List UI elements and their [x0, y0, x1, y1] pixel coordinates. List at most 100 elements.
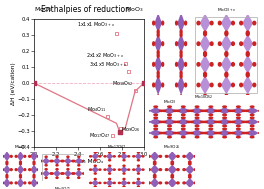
Y-axis label: ΔH (eV/cation): ΔH (eV/cation)	[11, 62, 16, 105]
Circle shape	[246, 94, 249, 98]
Circle shape	[228, 121, 232, 122]
Circle shape	[225, 31, 228, 34]
Circle shape	[201, 132, 204, 134]
Circle shape	[182, 128, 185, 129]
Text: MoO$_3$: MoO$_3$	[125, 5, 144, 14]
Circle shape	[250, 117, 254, 119]
Point	[123, 62, 127, 65]
Circle shape	[223, 106, 226, 107]
Polygon shape	[177, 13, 185, 33]
Polygon shape	[149, 118, 163, 125]
Circle shape	[118, 182, 120, 184]
Point	[32, 82, 36, 85]
Circle shape	[154, 106, 158, 107]
Polygon shape	[3, 165, 11, 175]
Text: Mo$_{18}$O$_{52}$: Mo$_{18}$O$_{52}$	[112, 79, 134, 88]
Polygon shape	[53, 170, 61, 177]
Polygon shape	[168, 165, 177, 175]
Circle shape	[2, 182, 3, 184]
Polygon shape	[75, 157, 83, 165]
Circle shape	[33, 188, 35, 189]
Circle shape	[109, 160, 111, 161]
Circle shape	[51, 173, 53, 174]
Circle shape	[123, 165, 125, 166]
Circle shape	[15, 155, 17, 157]
Circle shape	[209, 106, 213, 107]
Circle shape	[33, 174, 35, 176]
Polygon shape	[218, 129, 232, 137]
Circle shape	[173, 132, 177, 134]
Polygon shape	[232, 118, 245, 125]
Circle shape	[2, 169, 3, 170]
Circle shape	[223, 136, 226, 138]
Circle shape	[187, 132, 190, 134]
Circle shape	[157, 9, 159, 13]
Polygon shape	[204, 107, 218, 114]
Circle shape	[223, 125, 226, 127]
Polygon shape	[200, 14, 210, 33]
Polygon shape	[190, 129, 204, 137]
Circle shape	[225, 10, 228, 14]
Polygon shape	[106, 166, 114, 173]
Circle shape	[20, 188, 21, 189]
Polygon shape	[149, 129, 163, 137]
Circle shape	[168, 125, 171, 127]
Circle shape	[225, 74, 228, 77]
Circle shape	[240, 83, 243, 87]
Circle shape	[177, 155, 179, 157]
Circle shape	[209, 114, 213, 115]
Circle shape	[99, 182, 101, 184]
Circle shape	[214, 121, 218, 122]
Circle shape	[99, 169, 101, 170]
Circle shape	[154, 114, 158, 115]
Circle shape	[145, 110, 149, 112]
Circle shape	[204, 52, 206, 55]
Circle shape	[6, 150, 8, 151]
Circle shape	[195, 117, 199, 119]
Circle shape	[113, 169, 115, 170]
Circle shape	[225, 52, 228, 55]
Circle shape	[225, 72, 228, 76]
Text: Mo$_{17}$O$_{47}$: Mo$_{17}$O$_{47}$	[89, 131, 111, 140]
Circle shape	[20, 150, 21, 151]
Circle shape	[142, 182, 144, 184]
Circle shape	[162, 132, 166, 134]
Polygon shape	[30, 178, 37, 188]
Circle shape	[194, 182, 197, 184]
Circle shape	[142, 156, 144, 157]
Circle shape	[242, 110, 246, 112]
Circle shape	[171, 174, 173, 176]
Circle shape	[94, 160, 96, 161]
Circle shape	[157, 30, 159, 34]
Polygon shape	[53, 157, 61, 165]
Polygon shape	[221, 14, 232, 33]
Point	[114, 32, 119, 35]
Circle shape	[94, 165, 96, 166]
Circle shape	[237, 128, 240, 129]
Circle shape	[162, 110, 166, 112]
Circle shape	[237, 125, 240, 127]
Circle shape	[78, 165, 80, 166]
Circle shape	[187, 121, 190, 122]
Circle shape	[24, 169, 26, 170]
Polygon shape	[154, 13, 162, 33]
Text: Mo$_4$O$_{11}$: Mo$_4$O$_{11}$	[87, 105, 107, 114]
Circle shape	[159, 182, 162, 184]
Circle shape	[153, 163, 156, 165]
Circle shape	[182, 125, 185, 127]
Circle shape	[123, 173, 125, 174]
Polygon shape	[168, 178, 177, 188]
Circle shape	[37, 182, 39, 184]
Circle shape	[195, 125, 199, 127]
Polygon shape	[91, 166, 99, 173]
Point	[133, 89, 137, 92]
Circle shape	[33, 163, 35, 165]
Circle shape	[194, 155, 197, 157]
Circle shape	[6, 176, 8, 178]
Circle shape	[218, 83, 221, 87]
Circle shape	[223, 114, 226, 115]
Circle shape	[56, 169, 58, 170]
Polygon shape	[245, 118, 259, 125]
Circle shape	[154, 128, 158, 129]
Circle shape	[153, 176, 156, 178]
